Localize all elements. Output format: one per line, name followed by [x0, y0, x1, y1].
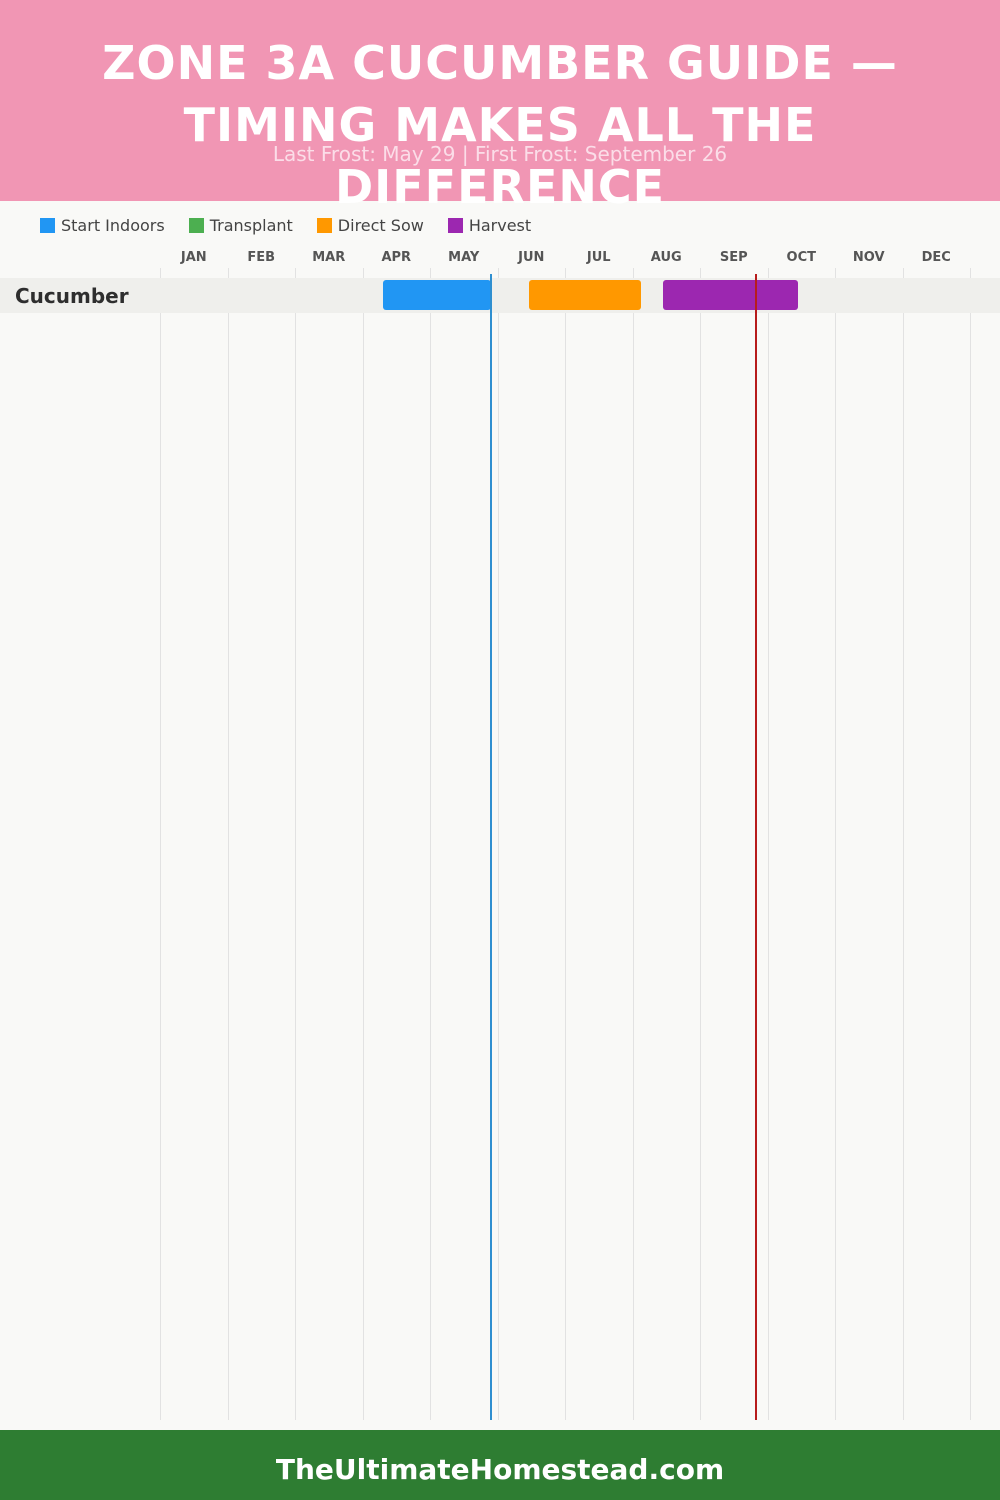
gridline: [430, 268, 431, 1420]
bar-harvest: [662, 280, 798, 310]
legend: Start Indoors Transplant Direct Sow Harv…: [40, 214, 555, 236]
row-label-cucumber: Cucumber: [15, 284, 129, 308]
month-label-nov: NOV: [852, 250, 885, 265]
month-label-may: MAY: [448, 250, 480, 265]
gridline: [160, 268, 161, 1420]
gridline: [970, 268, 971, 1420]
table-row: [0, 278, 1000, 313]
legend-item-direct-sow: Direct Sow: [316, 215, 424, 235]
month-label-mar: MAR: [312, 250, 346, 265]
legend-label-transplant: Transplant: [209, 215, 293, 235]
page-title: ZONE 3A CUCUMBER GUIDE — TIMING MAKES AL…: [102, 36, 898, 214]
gridline: [835, 268, 836, 1420]
month-label-jul: JUL: [586, 250, 611, 265]
gridline: [700, 268, 701, 1420]
gridline: [295, 268, 296, 1420]
last-frost-line: [489, 274, 492, 1420]
month-label-dec: DEC: [921, 250, 951, 265]
legend-swatch-transplant: [188, 217, 204, 233]
legend-item-harvest: Harvest: [447, 215, 532, 235]
footer-banner: [0, 1430, 1000, 1500]
month-label-oct: OCT: [786, 250, 816, 265]
legend-swatch-start-indoors: [40, 217, 55, 233]
month-label-jan: JAN: [180, 250, 207, 265]
gridline: [768, 268, 769, 1420]
legend-swatch-harvest: [447, 217, 463, 233]
month-label-feb: FEB: [247, 250, 276, 265]
gridline: [565, 268, 566, 1420]
gridline: [903, 268, 904, 1420]
header-banner: [0, 0, 1000, 201]
legend-label-start-indoors: Start Indoors: [61, 215, 165, 235]
month-label-jun: JUN: [518, 250, 545, 265]
month-label-apr: APR: [381, 250, 412, 265]
gridline: [498, 268, 499, 1420]
month-label-aug: AUG: [650, 250, 682, 265]
bar-direct-sow: [529, 280, 642, 310]
gridline: [363, 268, 364, 1420]
bar-start-indoors: [382, 280, 491, 310]
legend-swatch-direct-sow: [316, 217, 332, 233]
gridline: [228, 268, 229, 1420]
gridline: [633, 268, 634, 1420]
legend-item-start-indoors: Start Indoors: [40, 216, 165, 235]
legend-item-transplant: Transplant: [188, 215, 293, 235]
frost-dates-subtitle: Last Frost: May 29 | First Frost: Septem…: [272, 142, 728, 166]
legend-label-direct-sow: Direct Sow: [337, 215, 424, 235]
legend-label-harvest: Harvest: [468, 215, 532, 235]
month-label-sep: SEP: [719, 250, 748, 265]
first-frost-line: [755, 274, 758, 1420]
footer-website: TheUltimateHomestead.com: [275, 1453, 725, 1486]
